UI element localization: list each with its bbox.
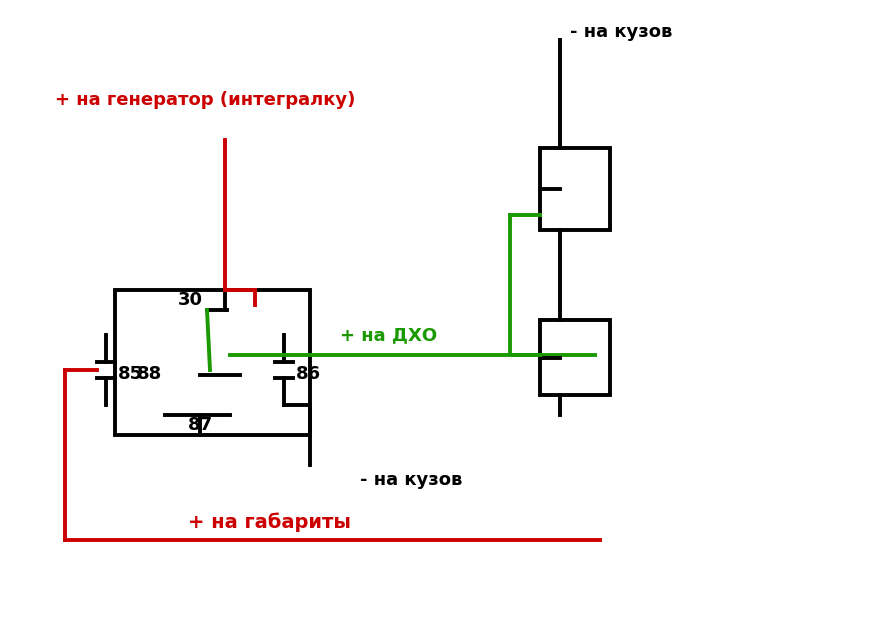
Text: 30: 30 bbox=[178, 291, 202, 309]
Text: + на габариты: + на габариты bbox=[189, 512, 351, 532]
Bar bbox=[115, 290, 309, 435]
Text: 88: 88 bbox=[136, 365, 162, 383]
Text: - на кузов: - на кузов bbox=[569, 23, 672, 41]
Text: 87: 87 bbox=[187, 416, 212, 434]
Text: 86: 86 bbox=[295, 365, 321, 383]
Text: - на кузов: - на кузов bbox=[360, 471, 461, 489]
Bar bbox=[540, 148, 609, 230]
Text: 85: 85 bbox=[118, 365, 143, 383]
Text: + на ДХО: + на ДХО bbox=[340, 326, 436, 344]
Bar bbox=[540, 320, 609, 395]
Text: + на генератор (интегралку): + на генератор (интегралку) bbox=[55, 91, 355, 109]
